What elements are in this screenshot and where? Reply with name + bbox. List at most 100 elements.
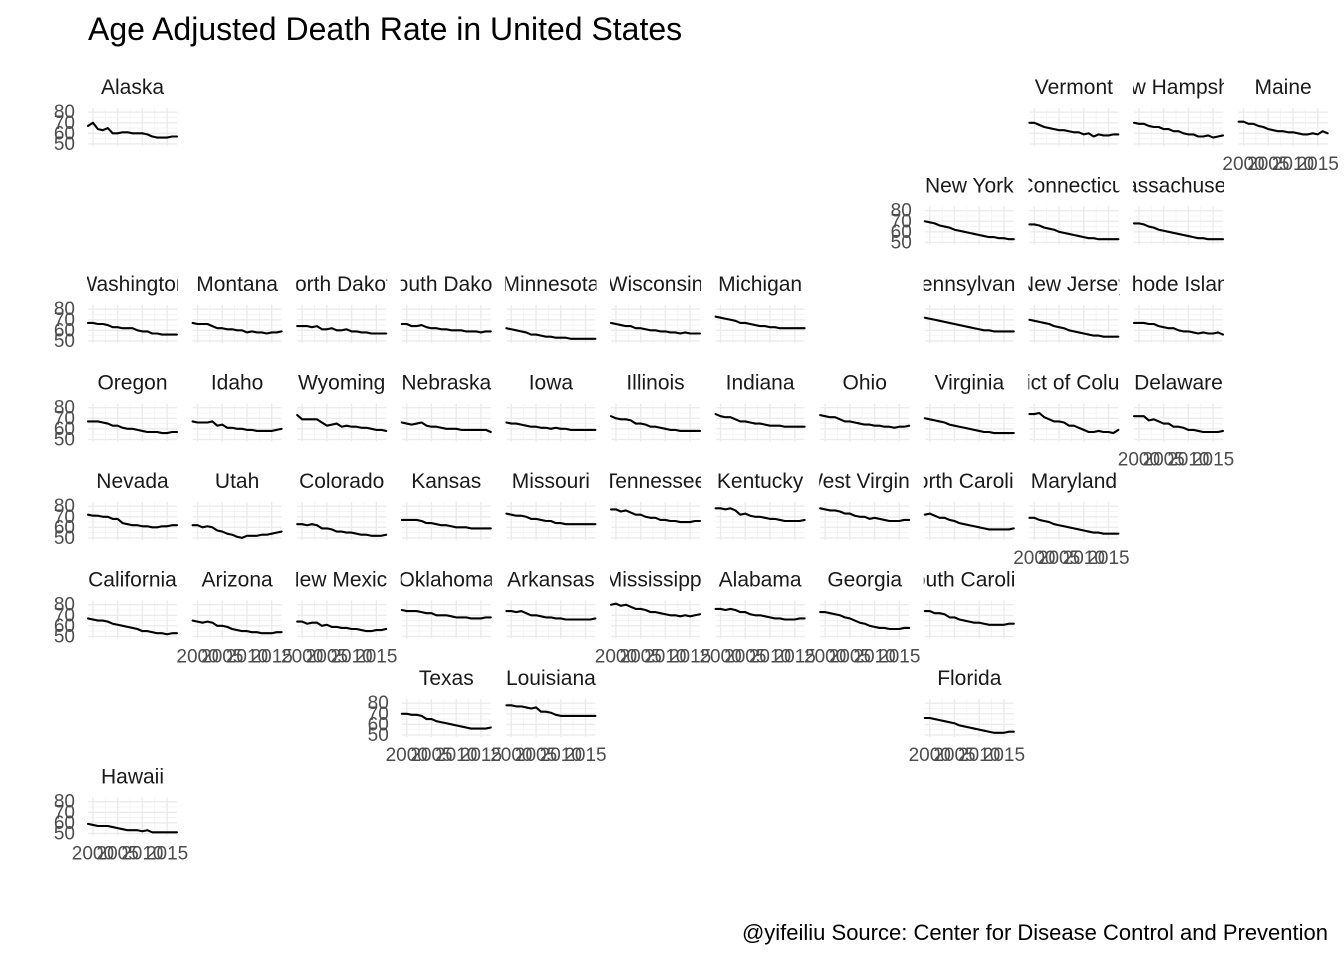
y-tick-label: 60: [54, 813, 75, 834]
facet-arkansas: Arkansas: [505, 569, 597, 639]
x-tick-label: 2010: [435, 745, 477, 766]
major-grid-district-of-columbia: [1029, 403, 1119, 442]
y-tick-label: 80: [891, 201, 912, 222]
strip-label-new-york: New York: [925, 175, 1014, 198]
series-line-massachusetts: [1132, 222, 1225, 241]
minor-grid-virginia: [924, 403, 1014, 442]
series-line-mississippi: [609, 602, 702, 618]
strip-label-montana: Montana: [196, 273, 278, 296]
series-line-south-carolina: [923, 610, 1015, 626]
strip-label-alaska: Alaska: [101, 76, 164, 99]
y-tick-label: 70: [54, 310, 75, 331]
strip-label-tennessee: Tennessee: [605, 470, 707, 493]
y-tick-label: 70: [54, 605, 75, 626]
minor-grid-pennsylvania: [924, 305, 1014, 343]
y-tick-label: 80: [368, 693, 389, 714]
x-tick-label: 2010: [644, 647, 686, 668]
x-tick-label: 2000: [176, 647, 218, 668]
facet-wisconsin: Wisconsin: [609, 273, 702, 343]
minor-grid-district-of-columbia: [1029, 403, 1119, 442]
strip-label-california: California: [88, 569, 177, 592]
minor-grid-wyoming: [297, 403, 387, 442]
strip-label-massachusetts: Massachusetts: [1108, 175, 1248, 198]
facet-tennessee: Tennessee: [605, 470, 707, 540]
x-tick-label: 2010: [540, 745, 582, 766]
strip-label-connecticut: Connecticut: [1018, 175, 1129, 198]
strip-label-ohio: Ohio: [843, 372, 887, 395]
strip-label-pennsylvania: Pennsylvania: [907, 273, 1032, 296]
x-tick-label: 2000: [595, 647, 637, 668]
x-tick-label: 2010: [1167, 450, 1209, 471]
major-grid-oklahoma: [401, 600, 491, 639]
x-tick-label: 2005: [306, 647, 348, 668]
facet-colorado: Colorado: [296, 470, 388, 540]
strip-label-idaho: Idaho: [211, 372, 264, 395]
x-tick-label: 2010: [121, 844, 163, 865]
strip-label-alabama: Alabama: [719, 569, 802, 592]
minor-grid-georgia: [820, 600, 910, 639]
minor-grid-hawaii: [88, 797, 177, 836]
strip-label-maine: Maine: [1254, 76, 1311, 99]
series-line-montana: [191, 321, 283, 335]
facet-illinois: Illinois: [609, 372, 702, 442]
major-grid-arizona: [192, 600, 282, 639]
x-tick-label: 2010: [1272, 154, 1314, 175]
x-tick-label: 2015: [669, 647, 711, 668]
minor-grid-iowa: [506, 403, 596, 442]
strip-label-rhode-island: Rhode Island: [1117, 273, 1241, 296]
strip-label-oregon: Oregon: [97, 372, 167, 395]
major-grid-michigan: [715, 305, 805, 343]
minor-grid-kentucky: [715, 502, 805, 540]
strip-label-oklahoma: Oklahoma: [398, 569, 494, 592]
x-tick-label: 2010: [958, 745, 1000, 766]
facet-montana: Montana: [191, 273, 283, 343]
minor-grid-new-jersey: [1029, 305, 1119, 343]
y-tick-label: 50: [54, 429, 75, 450]
minor-grid-utah: [192, 502, 282, 540]
series-line-maine: [1237, 120, 1329, 136]
series-line-wisconsin: [609, 321, 702, 335]
x-tick-label: 2005: [97, 844, 139, 865]
strip-label-new-jersey: New Jersey: [1019, 273, 1129, 296]
minor-grid-michigan: [715, 305, 805, 343]
strip-label-iowa: Iowa: [529, 372, 574, 395]
y-tick-label: 70: [54, 802, 75, 823]
series-line-minnesota: [505, 327, 597, 340]
minor-grid-texas: [401, 699, 491, 737]
minor-grid-minnesota: [506, 305, 596, 343]
x-tick-label: 2005: [515, 745, 557, 766]
major-grid-colorado: [297, 502, 387, 540]
minor-grid-illinois: [611, 403, 700, 442]
x-tick-label: 2000: [909, 745, 951, 766]
series-line-alabama: [714, 607, 806, 621]
x-tick-label: 2010: [226, 647, 268, 668]
x-tick-label: 2005: [620, 647, 662, 668]
major-grid-ohio: [820, 403, 910, 442]
x-tick-label: 2015: [564, 745, 606, 766]
series-line-hawaii: [86, 822, 179, 834]
facet-north-carolina: North Carolina: [923, 470, 1015, 540]
series-line-wyoming: [296, 414, 388, 432]
major-grid-georgia: [820, 600, 910, 639]
x-tick-label: 2000: [804, 647, 846, 668]
x-tick-label: 2015: [146, 844, 188, 865]
strip-label-illinois: Illinois: [626, 372, 684, 395]
series-line-oregon: [86, 420, 179, 435]
strip-label-district-of-columbia: District of Columbia: [983, 372, 1165, 395]
facet-utah: Utah: [191, 470, 283, 540]
x-tick-label: 2000: [490, 745, 532, 766]
y-tick-label: 70: [54, 113, 75, 134]
major-grid-minnesota: [506, 305, 596, 343]
major-grid-maine: [1238, 108, 1328, 146]
